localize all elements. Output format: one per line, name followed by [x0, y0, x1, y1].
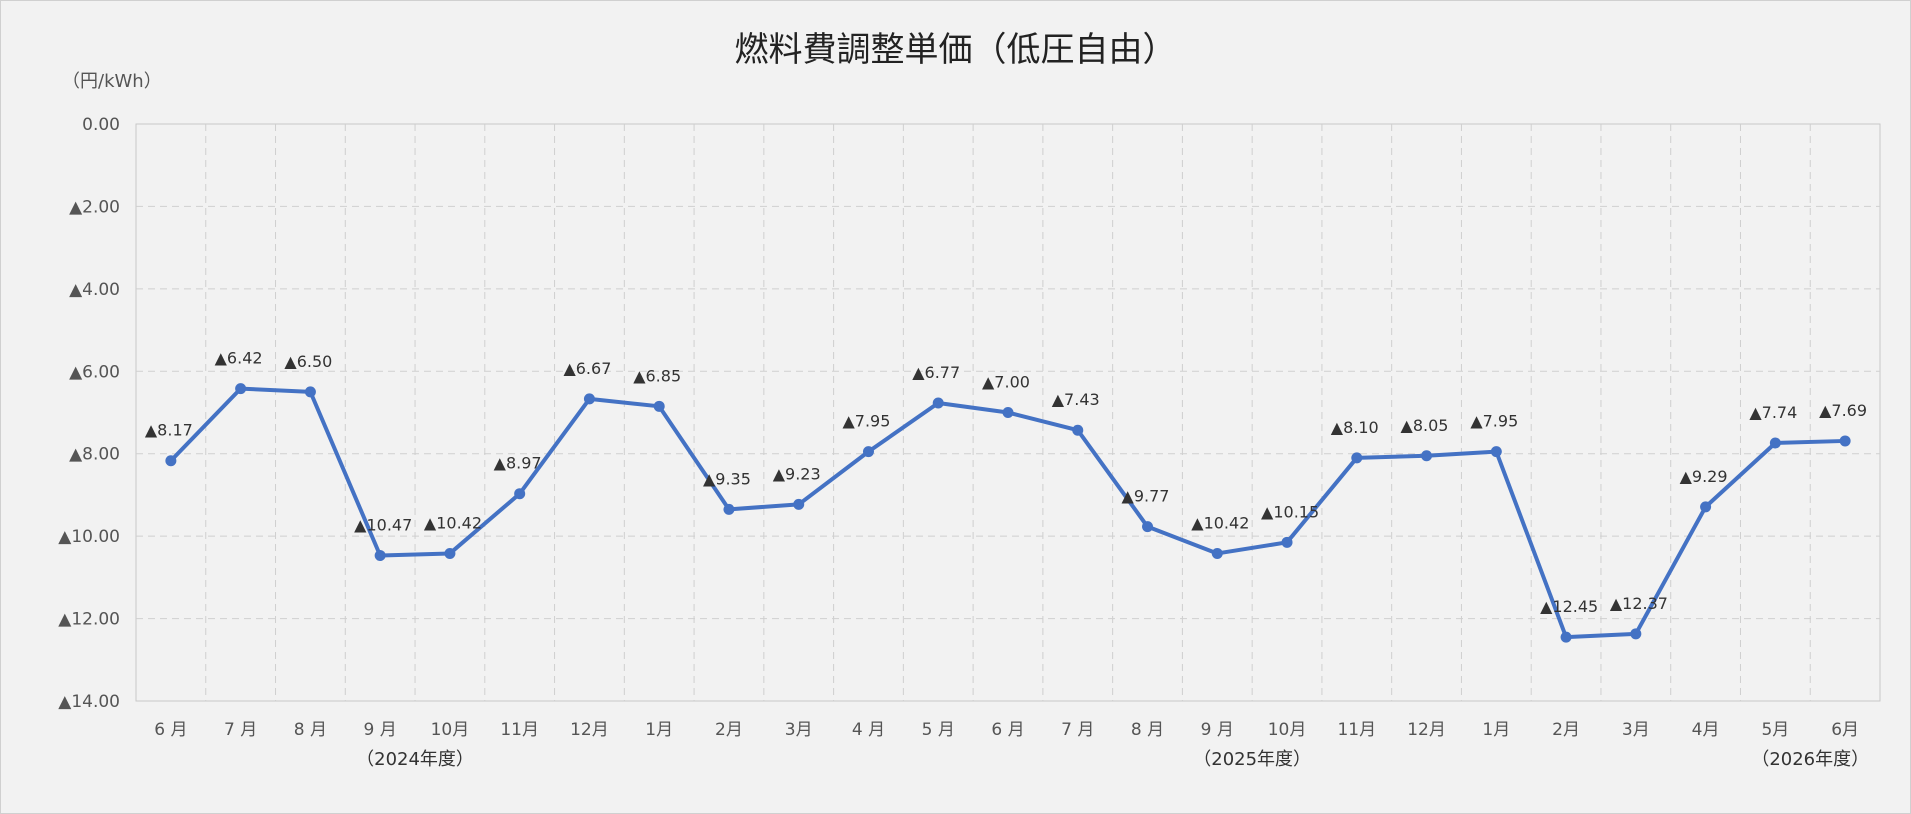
y-tick-label: ▲10.00 — [58, 527, 120, 547]
data-label: ▲10.42 — [1191, 513, 1249, 532]
fiscal-year-label: （2025年度） — [1193, 749, 1311, 770]
y-axis-unit-label: （円/kWh） — [62, 71, 162, 92]
data-label: ▲7.95 — [842, 412, 890, 431]
data-point — [793, 498, 805, 510]
data-point — [723, 503, 735, 515]
data-label: ▲8.05 — [1401, 416, 1449, 435]
x-tick-label: 3月 — [1622, 720, 1650, 740]
data-point — [1839, 435, 1851, 447]
data-point — [235, 383, 247, 395]
x-tick-label: 2月 — [1552, 720, 1580, 740]
data-label: ▲9.77 — [1122, 487, 1170, 506]
x-tick-label: 10月 — [1268, 720, 1307, 740]
y-tick-label: ▲8.00 — [69, 445, 120, 465]
data-label: ▲6.67 — [563, 359, 611, 378]
x-tick-label: 12月 — [1407, 720, 1446, 740]
plot-area — [135, 123, 1881, 702]
x-tick-label: 11月 — [500, 720, 539, 740]
y-tick-label: 0.00 — [82, 115, 120, 135]
x-tick-label: 3月 — [785, 720, 813, 740]
data-label: ▲10.15 — [1261, 502, 1319, 521]
data-point — [1421, 450, 1433, 462]
data-label: ▲7.00 — [982, 373, 1030, 392]
data-label: ▲6.50 — [284, 352, 332, 371]
data-point — [1769, 437, 1781, 449]
chart-title: 燃料費調整単価（低圧自由） — [734, 30, 1177, 70]
x-tick-label: 8 月 — [1131, 720, 1164, 740]
data-point — [1490, 446, 1502, 458]
x-tick-label: 6 月 — [154, 720, 187, 740]
data-point — [583, 393, 595, 405]
x-tick-label: 6月 — [1831, 720, 1859, 740]
data-point — [1700, 501, 1712, 513]
data-point — [1281, 536, 1293, 548]
data-point — [1560, 631, 1572, 643]
y-tick-label: ▲6.00 — [69, 362, 120, 382]
y-tick-label: ▲12.00 — [58, 610, 120, 630]
data-point — [165, 455, 177, 467]
data-point — [1211, 547, 1223, 559]
data-point — [653, 400, 665, 412]
data-label: ▲12.45 — [1540, 597, 1598, 616]
data-point — [1630, 628, 1642, 640]
data-label: ▲8.97 — [494, 454, 542, 473]
data-point — [1351, 452, 1363, 464]
y-tick-label: ▲4.00 — [69, 280, 120, 300]
x-tick-label: 2月 — [715, 720, 743, 740]
data-label: ▲10.47 — [354, 516, 412, 535]
x-tick-label: 8 月 — [294, 720, 327, 740]
data-point — [1072, 424, 1084, 436]
data-point — [932, 397, 944, 409]
x-tick-label: 7 月 — [224, 720, 257, 740]
fiscal-year-label: （2026年度） — [1751, 749, 1869, 770]
x-tick-label: 4 月 — [852, 720, 885, 740]
data-point — [862, 446, 874, 458]
x-tick-label: 6 月 — [991, 720, 1024, 740]
x-tick-label: 4月 — [1692, 720, 1720, 740]
data-point — [1002, 407, 1014, 418]
data-label: ▲6.85 — [633, 366, 681, 385]
data-label: ▲10.42 — [424, 513, 482, 532]
x-tick-label: 1月 — [1482, 720, 1510, 740]
x-tick-label: 7 月 — [1061, 720, 1094, 740]
x-tick-label: 11月 — [1337, 720, 1376, 740]
x-tick-label: 5 月 — [922, 720, 955, 740]
data-point — [1142, 521, 1154, 533]
data-label: ▲7.43 — [1052, 390, 1100, 409]
data-point — [444, 547, 456, 559]
x-tick-label: 9 月 — [364, 720, 397, 740]
data-label: ▲9.23 — [773, 464, 821, 483]
data-point — [374, 550, 386, 562]
data-label: ▲9.29 — [1680, 467, 1728, 486]
x-tick-label: 12月 — [570, 720, 609, 740]
x-tick-label: 1月 — [645, 720, 673, 740]
x-tick-label: 10月 — [431, 720, 470, 740]
data-label: ▲9.35 — [703, 469, 751, 488]
fiscal-year-label: （2024年度） — [356, 749, 474, 770]
data-label: ▲6.42 — [215, 349, 263, 368]
data-label: ▲7.74 — [1749, 403, 1797, 422]
data-label: ▲12.37 — [1610, 594, 1668, 613]
x-tick-label: 9 月 — [1201, 720, 1234, 740]
y-tick-label: ▲14.00 — [58, 692, 120, 712]
x-tick-label: 5月 — [1761, 720, 1789, 740]
data-label: ▲7.95 — [1470, 412, 1518, 431]
data-label: ▲8.10 — [1331, 418, 1379, 437]
data-point — [304, 386, 316, 398]
data-point — [514, 488, 526, 500]
data-label: ▲7.69 — [1819, 401, 1867, 420]
y-tick-label: ▲2.00 — [69, 197, 120, 217]
data-label: ▲8.17 — [145, 421, 193, 440]
data-label: ▲6.77 — [912, 363, 960, 382]
